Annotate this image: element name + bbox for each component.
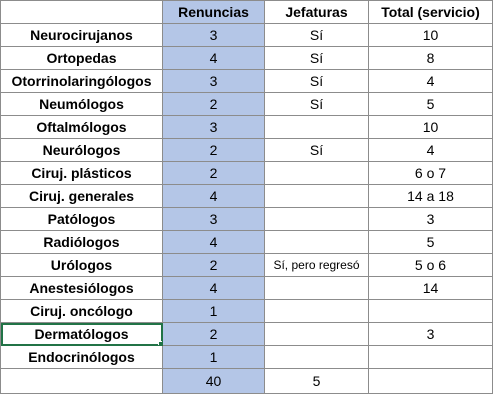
- total-cell[interactable]: 4: [368, 138, 493, 162]
- renuncias-cell[interactable]: 4: [162, 276, 265, 300]
- specialty-cell[interactable]: Neurólogos: [0, 138, 163, 162]
- specialty-label: Dermatólogos: [34, 326, 129, 342]
- specialty-cell[interactable]: Ciruj. generales: [0, 184, 163, 208]
- table-row: Neumólogos 2 Sí 5: [0, 92, 493, 116]
- table-row: Ciruj. generales 4 14 a 18: [0, 184, 493, 208]
- specialty-cell[interactable]: Radiólogos: [0, 230, 163, 254]
- jefaturas-cell[interactable]: Sí: [264, 23, 369, 47]
- jefaturas-cell[interactable]: Sí: [264, 46, 369, 70]
- total-cell[interactable]: 8: [368, 46, 493, 70]
- jefaturas-cell[interactable]: [264, 115, 369, 139]
- jefaturas-cell[interactable]: [264, 230, 369, 254]
- renuncias-cell[interactable]: 1: [162, 299, 265, 323]
- header-row: Renuncias Jefaturas Total (servicio): [0, 0, 493, 24]
- jefaturas-cell[interactable]: [264, 161, 369, 185]
- jefaturas-cell[interactable]: [264, 299, 369, 323]
- header-cell-renuncias[interactable]: Renuncias: [162, 0, 265, 24]
- jefaturas-cell[interactable]: [264, 207, 369, 231]
- specialty-cell[interactable]: Otorrinolaringólogos: [0, 69, 163, 93]
- renuncias-cell[interactable]: 3: [162, 207, 265, 231]
- renuncias-cell[interactable]: 1: [162, 345, 265, 369]
- header-cell-jefaturas[interactable]: Jefaturas: [264, 0, 369, 24]
- total-cell[interactable]: 3: [368, 207, 493, 231]
- specialty-cell[interactable]: Neumólogos: [0, 92, 163, 116]
- renuncias-cell[interactable]: 3: [162, 69, 265, 93]
- jefaturas-cell[interactable]: [264, 322, 369, 346]
- total-cell[interactable]: 14: [368, 276, 493, 300]
- table-row: Radiólogos 4 5: [0, 230, 493, 254]
- fill-handle[interactable]: [158, 341, 162, 345]
- total-cell[interactable]: 5 o 6: [368, 253, 493, 277]
- renuncias-cell[interactable]: 4: [162, 184, 265, 208]
- header-cell-a[interactable]: [0, 0, 163, 24]
- table-row: Neurocirujanos 3 Sí 10: [0, 23, 493, 47]
- total-cell[interactable]: 5: [368, 230, 493, 254]
- renuncias-cell[interactable]: 3: [162, 115, 265, 139]
- renuncias-cell[interactable]: 3: [162, 23, 265, 47]
- spreadsheet-table: Renuncias Jefaturas Total (servicio) Neu…: [0, 0, 493, 394]
- renuncias-cell[interactable]: 4: [162, 230, 265, 254]
- renuncias-total-cell[interactable]: 40: [162, 368, 265, 394]
- jefaturas-cell[interactable]: Sí: [264, 138, 369, 162]
- total-cell[interactable]: [368, 299, 493, 323]
- total-cell[interactable]: 4: [368, 69, 493, 93]
- total-cell[interactable]: 14 a 18: [368, 184, 493, 208]
- jefaturas-total-cell[interactable]: 5: [264, 368, 369, 394]
- jefaturas-cell[interactable]: [264, 184, 369, 208]
- total-cell[interactable]: 10: [368, 115, 493, 139]
- table-row: Neurólogos 2 Sí 4: [0, 138, 493, 162]
- table-row: Endocrinólogos 1: [0, 345, 493, 369]
- table-row: Urólogos 2 Sí, pero regresó 5 o 6: [0, 253, 493, 277]
- jefaturas-cell[interactable]: [264, 345, 369, 369]
- table-row: Ciruj. plásticos 2 6 o 7: [0, 161, 493, 185]
- total-cell[interactable]: 3: [368, 322, 493, 346]
- renuncias-cell[interactable]: 2: [162, 92, 265, 116]
- renuncias-cell[interactable]: 2: [162, 253, 265, 277]
- specialty-cell[interactable]: Ciruj. oncólogo: [0, 299, 163, 323]
- total-cell[interactable]: 5: [368, 92, 493, 116]
- total-cell[interactable]: 10: [368, 23, 493, 47]
- table-row: Oftalmólogos 3 10: [0, 115, 493, 139]
- table-row: Otorrinolaringólogos 3 Sí 4: [0, 69, 493, 93]
- total-total-cell[interactable]: [368, 368, 493, 394]
- totals-row: 40 5: [0, 368, 493, 394]
- table-row: Patólogos 3 3: [0, 207, 493, 231]
- table-row: Ortopedas 4 Sí 8: [0, 46, 493, 70]
- specialty-cell[interactable]: Urólogos: [0, 253, 163, 277]
- specialty-cell[interactable]: Neurocirujanos: [0, 23, 163, 47]
- specialty-cell[interactable]: Oftalmólogos: [0, 115, 163, 139]
- table-row: Dermatólogos 2 3: [0, 322, 493, 346]
- jefaturas-cell[interactable]: Sí: [264, 92, 369, 116]
- renuncias-cell[interactable]: 2: [162, 161, 265, 185]
- table-row: Ciruj. oncólogo 1: [0, 299, 493, 323]
- specialty-cell[interactable]: Ortopedas: [0, 46, 163, 70]
- selected-cell[interactable]: Dermatólogos: [0, 322, 163, 346]
- renuncias-cell[interactable]: 2: [162, 322, 265, 346]
- jefaturas-cell[interactable]: Sí, pero regresó: [264, 253, 369, 277]
- jefaturas-cell[interactable]: [264, 276, 369, 300]
- renuncias-cell[interactable]: 4: [162, 46, 265, 70]
- specialty-cell[interactable]: Patólogos: [0, 207, 163, 231]
- total-cell[interactable]: [368, 345, 493, 369]
- specialty-cell[interactable]: Anestesiólogos: [0, 276, 163, 300]
- renuncias-cell[interactable]: 2: [162, 138, 265, 162]
- table-row: Anestesiólogos 4 14: [0, 276, 493, 300]
- specialty-cell[interactable]: Endocrinólogos: [0, 345, 163, 369]
- header-cell-total[interactable]: Total (servicio): [368, 0, 493, 24]
- specialty-cell[interactable]: Ciruj. plásticos: [0, 161, 163, 185]
- total-cell[interactable]: 6 o 7: [368, 161, 493, 185]
- totals-label-cell[interactable]: [0, 368, 163, 394]
- jefaturas-cell[interactable]: Sí: [264, 69, 369, 93]
